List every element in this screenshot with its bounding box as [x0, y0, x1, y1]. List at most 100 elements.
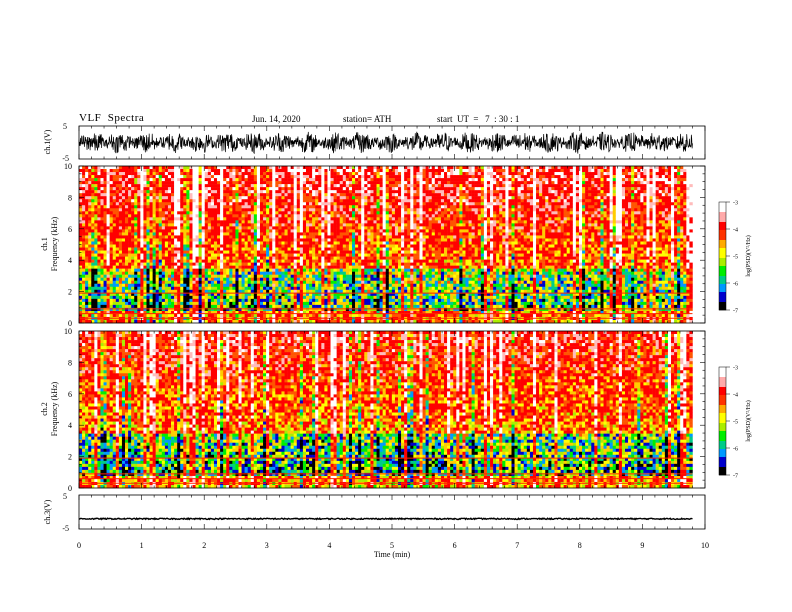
ch1-spectrogram-cell: [358, 193, 362, 197]
ch1-spectrogram-cell: [213, 199, 218, 203]
ch1-spectrogram-cell: [97, 217, 101, 221]
ch1-spectrogram-cell: [164, 232, 169, 236]
ch1-spectrogram-cell: [312, 211, 316, 215]
ch1-spectrogram-cell: [352, 280, 356, 284]
ch1-spectrogram-cell: [275, 187, 279, 191]
ch1-spectrogram-cell: [250, 250, 255, 254]
ch1-spectrogram-cell: [355, 223, 359, 227]
ch1-spectrogram-cell: [115, 304, 120, 309]
ch1-spectrogram-cell: [161, 250, 166, 254]
ch1-spectrogram-cell: [79, 199, 83, 203]
ch1-spectrogram-cell: [82, 319, 86, 324]
ch1-spectrogram-cell: [312, 253, 316, 257]
ch1-spectrogram-cell: [91, 193, 95, 197]
ch1-spectrogram-cell: [82, 208, 86, 212]
ch1-spectrogram-cell: [192, 271, 196, 275]
ch1-spectrogram-cell: [106, 271, 110, 275]
ch1-spectrogram-cell: [281, 196, 285, 200]
ch1-spectrogram-cell: [305, 190, 310, 194]
ch1-spectrogram-cell: [342, 184, 347, 188]
ch1-spectrogram-cell: [109, 259, 113, 263]
ch1-spectrogram-cell: [247, 220, 252, 224]
ch1-spectrogram-cell: [115, 313, 120, 318]
ch1-spectrogram-cell: [364, 241, 368, 245]
ch1-spectrogram-cell: [324, 241, 328, 245]
ch1-spectrogram-cell: [321, 277, 325, 281]
ch1-spectrogram-cell: [118, 298, 123, 303]
ch1-spectrogram-cell: [312, 214, 316, 218]
ch1-spectrogram-cell: [250, 247, 255, 251]
ch1-spectrogram-cell: [339, 313, 344, 318]
ch1-spectrogram-cell: [238, 181, 242, 185]
ch1-spectrogram-cell: [247, 181, 252, 185]
ch1-spectrogram-cell: [348, 211, 353, 215]
ch1-spectrogram-cell: [180, 181, 184, 185]
ch1-spectrogram-cell: [238, 175, 242, 179]
ch1-spectrogram-cell: [364, 199, 368, 203]
ch1-spectrogram-cell: [296, 250, 301, 254]
ch1-spectrogram-cell: [128, 262, 132, 266]
ch1-spectrogram-cell: [207, 301, 212, 306]
ch1-spectrogram-cell: [315, 283, 319, 288]
ch1-spectrogram-cell: [287, 286, 291, 291]
ch1-spectrogram-cell: [348, 235, 353, 239]
ch1-spectrogram-cell: [352, 274, 356, 278]
ch1-spectrogram-cell: [321, 268, 325, 272]
ch1-spectrogram-cell: [171, 268, 175, 272]
ch1-spectrogram-cell: [174, 226, 178, 230]
ch1-spectrogram-cell: [118, 187, 123, 191]
ch1-spectrogram-cell: [312, 304, 316, 309]
ch1-spectrogram-cell: [333, 187, 337, 191]
ch1-spectrogram-cell: [88, 175, 92, 179]
ch1-spectrogram-cell: [247, 298, 252, 303]
ch1-spectrogram-cell: [287, 262, 291, 266]
ch1-spectrogram-cell: [269, 307, 273, 312]
ch1-spectrogram-cell: [155, 199, 160, 203]
ch1-spectrogram-cell: [345, 310, 350, 315]
ch1-spectrogram-cell: [352, 193, 356, 197]
ch1-spectrogram-cell: [140, 241, 144, 245]
ch1-spectrogram-cell: [164, 289, 169, 294]
ch1-spectrogram-cell: [97, 319, 101, 324]
ch1-spectrogram-cell: [321, 304, 325, 309]
ch1-spectrogram-cell: [284, 310, 288, 315]
ch1-spectrogram-cell: [109, 205, 113, 209]
ch1-spectrogram-cell: [210, 214, 215, 218]
ch1-spectrogram-cell: [253, 178, 258, 182]
ch1-spectrogram-cell: [339, 286, 344, 291]
ch1-spectrogram-cell: [91, 178, 95, 182]
ch1-spectrogram-cell: [112, 253, 117, 257]
ch1-spectrogram-cell: [189, 256, 193, 260]
ch1-spectrogram-cell: [94, 247, 98, 251]
ch1-spectrogram-cell: [358, 262, 362, 266]
ch1-spectrogram-cell: [296, 190, 301, 194]
ch1-spectrogram-cell: [241, 274, 245, 278]
ch1-spectrogram-cell: [201, 283, 206, 288]
ch1-spectrogram-cell: [195, 262, 199, 266]
ch1-spectrogram-cell: [94, 304, 98, 309]
ch1-spectrogram-cell: [290, 226, 294, 230]
ch1-spectrogram-cell: [204, 280, 209, 284]
ch1-spectrogram-cell: [235, 283, 239, 288]
ch1-spectrogram-cell: [235, 241, 239, 245]
ch1-spectrogram-cell: [321, 241, 325, 245]
ch1-spectrogram-cell: [115, 271, 120, 275]
ch1-spectrogram-cell: [296, 232, 301, 236]
ch1-spectrogram-cell: [204, 205, 209, 209]
ch1-spectrogram-cell: [174, 181, 178, 185]
ch1-spectrogram-cell: [125, 304, 129, 309]
ch1-spectrogram-cell: [315, 220, 319, 224]
ch1-spectrogram-cell: [272, 295, 276, 300]
ch1-spectrogram-cell: [232, 298, 236, 303]
ch1-spectrogram-cell: [94, 274, 98, 278]
ch1-spectrogram-cell: [100, 283, 104, 288]
ch1-spectrogram-cell: [174, 280, 178, 284]
ch1-spectrogram-cell: [272, 199, 276, 203]
ch1-spectrogram-cell: [324, 247, 328, 251]
ch1-spectrogram-cell: [137, 190, 141, 194]
ch1-spectrogram-cell: [358, 232, 362, 236]
ch1-spectrogram-cell: [339, 229, 344, 233]
ch1-spectrogram-cell: [284, 292, 288, 297]
ch1-spectrogram-cell: [198, 274, 202, 278]
ch1-spectrogram-cell: [296, 298, 301, 303]
